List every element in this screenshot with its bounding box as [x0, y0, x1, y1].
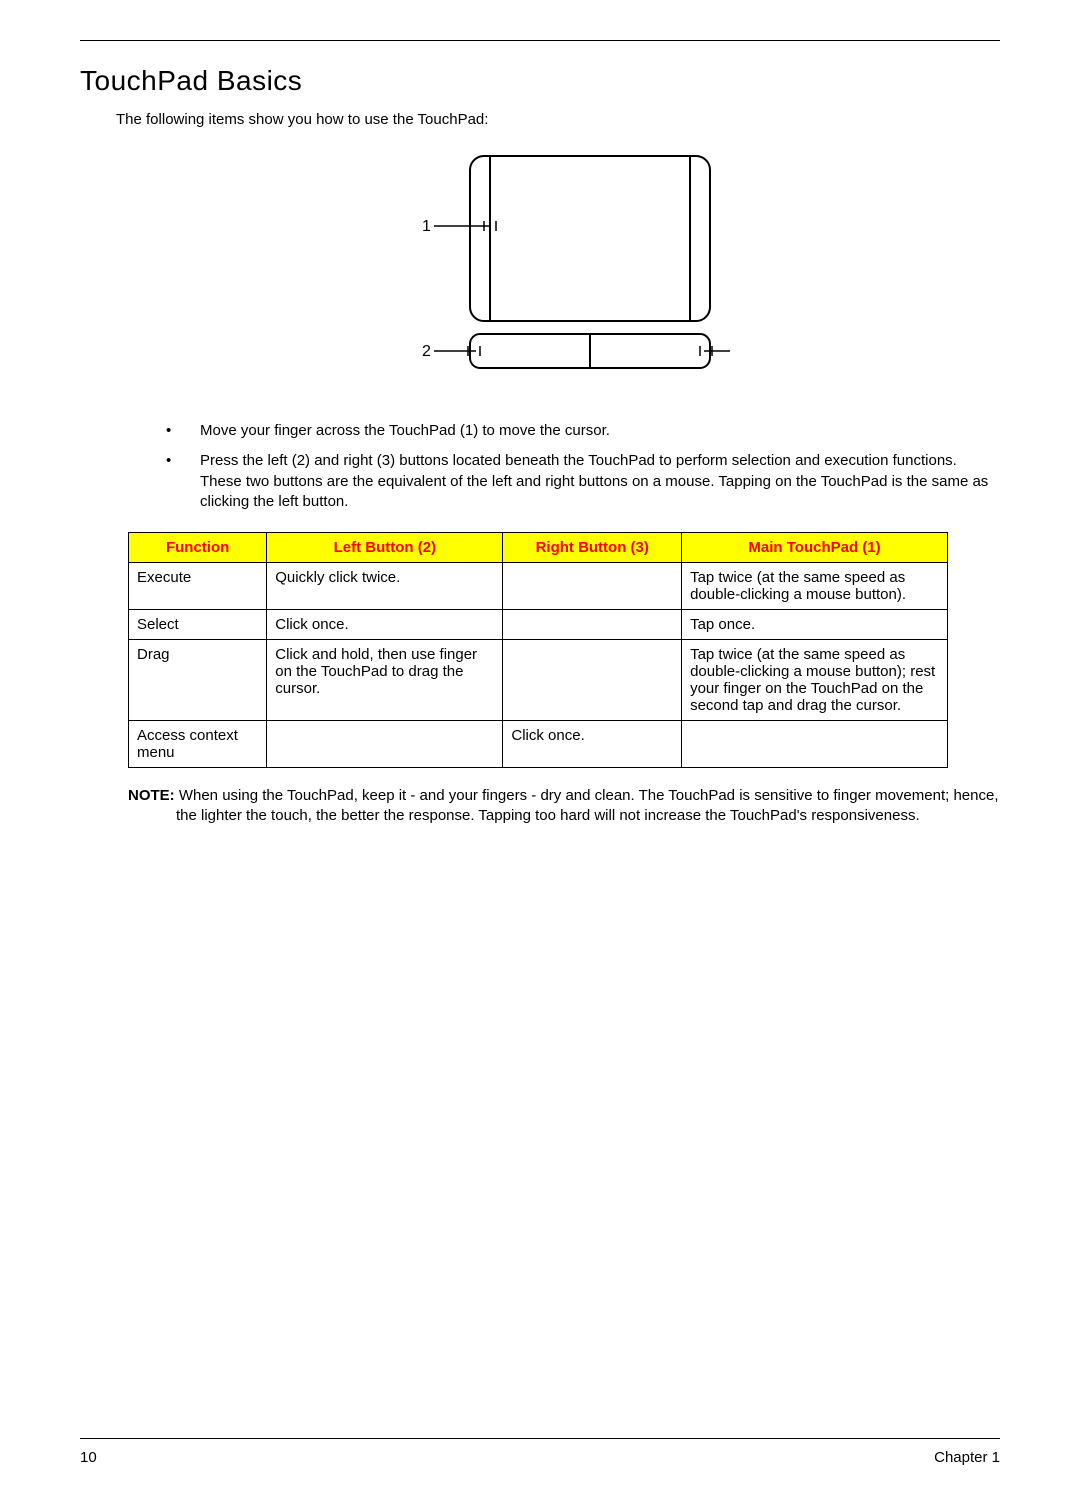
- cell: [503, 610, 682, 640]
- cell: [682, 721, 948, 768]
- cell: Drag: [129, 640, 267, 721]
- list-item: Press the left (2) and right (3) buttons…: [150, 451, 1000, 512]
- list-item: Move your finger across the TouchPad (1)…: [150, 421, 1000, 441]
- th-left-button: Left Button (2): [267, 533, 503, 563]
- cell: Click once.: [503, 721, 682, 768]
- cell: Tap once.: [682, 610, 948, 640]
- note-text: When using the TouchPad, keep it - and y…: [176, 787, 998, 824]
- table-row: Drag Click and hold, then use finger on …: [129, 640, 948, 721]
- th-right-button: Right Button (3): [503, 533, 682, 563]
- top-rule: [80, 40, 1000, 41]
- cell: Click once.: [267, 610, 503, 640]
- cell: [503, 640, 682, 721]
- diagram-label-1: 1: [422, 218, 431, 235]
- page-number: 10: [80, 1449, 97, 1466]
- cell: Tap twice (at the same speed as double-c…: [682, 563, 948, 610]
- th-function: Function: [129, 533, 267, 563]
- cell: Access context menu: [129, 721, 267, 768]
- touchpad-diagram: 1 2 3: [80, 146, 1000, 401]
- intro-text: The following items show you how to use …: [116, 111, 1000, 128]
- diagram-label-2: 2: [422, 343, 431, 360]
- section-title: TouchPad Basics: [80, 65, 1000, 97]
- bullet-list: Move your finger across the TouchPad (1)…: [150, 421, 1000, 512]
- cell: [503, 563, 682, 610]
- cell: Quickly click twice.: [267, 563, 503, 610]
- chapter-label: Chapter 1: [934, 1449, 1000, 1466]
- note-label: NOTE:: [128, 787, 175, 804]
- table-row: Execute Quickly click twice. Tap twice (…: [129, 563, 948, 610]
- cell: Execute: [129, 563, 267, 610]
- cell: Select: [129, 610, 267, 640]
- functions-table: Function Left Button (2) Right Button (3…: [128, 532, 948, 768]
- note-block: NOTE: When using the TouchPad, keep it -…: [128, 786, 1000, 827]
- page-footer: 10 Chapter 1: [80, 1438, 1000, 1466]
- cell: Tap twice (at the same speed as double-c…: [682, 640, 948, 721]
- table-row: Access context menu Click once.: [129, 721, 948, 768]
- th-main-touchpad: Main TouchPad (1): [682, 533, 948, 563]
- table-row: Select Click once. Tap once.: [129, 610, 948, 640]
- cell: [267, 721, 503, 768]
- cell: Click and hold, then use finger on the T…: [267, 640, 503, 721]
